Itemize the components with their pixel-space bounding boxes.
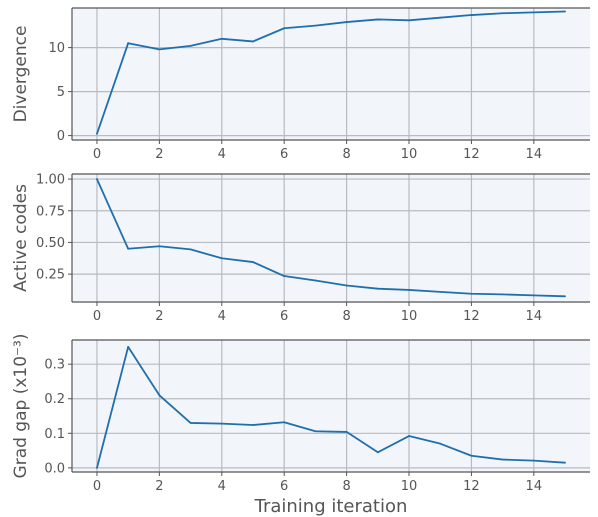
data-point (158, 394, 161, 397)
data-point (376, 287, 379, 290)
data-point (501, 458, 504, 461)
data-point (283, 27, 286, 30)
data-point (376, 18, 379, 21)
data-point (564, 461, 566, 464)
data-point (220, 422, 223, 425)
x-tick-label: 14 (526, 147, 543, 162)
x-tick-label: 2 (155, 309, 163, 324)
data-point (470, 14, 473, 16)
data-point (314, 279, 317, 282)
series-line (96, 10, 566, 135)
y-axis-label: Grad gap (x10⁻³) (11, 334, 31, 479)
data-point (158, 245, 161, 248)
y-tick-label: 0.25 (36, 268, 65, 283)
data-point (283, 421, 286, 424)
data-point (220, 37, 223, 40)
data-point (189, 44, 192, 47)
y-tick-label: 1.00 (36, 173, 65, 188)
x-tick-label: 0 (93, 147, 101, 162)
data-point (532, 11, 535, 14)
x-tick-label: 2 (155, 147, 163, 162)
data-point (189, 422, 192, 424)
x-axis-label: Training iteration (254, 496, 408, 517)
data-point (564, 295, 566, 298)
y-axis-label: Active codes (11, 184, 31, 292)
x-tick-label: 6 (280, 309, 288, 324)
x-tick-label: 10 (401, 147, 418, 162)
x-tick-label: 12 (463, 147, 480, 162)
data-point (439, 442, 442, 445)
x-tick-label: 6 (280, 147, 288, 162)
y-tick-label: 0.0 (44, 461, 65, 476)
subplot-1: 0 2 4 6 8 10 12 14 0 5 10 Divergence (11, 7, 590, 162)
data-point (314, 24, 317, 27)
x-tick-label: 0 (93, 309, 101, 324)
data-point (252, 40, 254, 43)
y-tick-label: 0.3 (44, 358, 65, 373)
data-point (127, 247, 130, 250)
y-tick-label: 0.75 (36, 204, 65, 219)
data-point (127, 42, 130, 45)
data-point (96, 466, 98, 469)
data-point (439, 16, 442, 19)
data-point (501, 12, 504, 15)
data-point (408, 19, 410, 22)
data-point (470, 454, 473, 457)
plot-area (72, 8, 590, 140)
x-tick-label: 10 (401, 479, 418, 494)
x-tick-label: 14 (526, 309, 543, 324)
y-tick-label: 5 (57, 85, 65, 100)
x-tick-label: 12 (463, 479, 480, 494)
data-point (314, 430, 317, 433)
data-point (532, 294, 535, 297)
y-tick-label: 10 (48, 41, 65, 56)
x-tick-label: 4 (218, 479, 226, 494)
data-point (283, 275, 286, 277)
data-point (158, 48, 161, 51)
data-point (532, 459, 535, 462)
subplot-3: 0 2 4 6 8 10 12 14 0.0 0.1 0.2 0.3 Grad gap (x10⁻³) T… (11, 334, 590, 517)
data-point (345, 284, 348, 287)
y-tick-label: 0.50 (36, 236, 65, 251)
series-line (96, 178, 566, 298)
data-point (470, 292, 473, 295)
y-tick-label: 0 (57, 129, 65, 144)
x-tick-label: 2 (155, 479, 163, 494)
data-point (564, 10, 566, 13)
x-tick-label: 14 (526, 479, 543, 494)
data-point (501, 293, 504, 296)
data-point (220, 257, 223, 260)
x-tick-label: 12 (463, 309, 480, 324)
data-point (127, 346, 130, 348)
x-tick-label: 8 (342, 147, 350, 162)
data-point (252, 424, 254, 426)
y-axis-label: Divergence (11, 26, 31, 123)
plot-area (72, 174, 590, 302)
data-point (376, 451, 379, 454)
x-tick-label: 6 (280, 479, 288, 494)
data-point (189, 248, 192, 251)
data-point (252, 261, 254, 263)
data-point (96, 178, 98, 180)
data-point (408, 435, 410, 437)
x-tick-label: 4 (218, 309, 226, 324)
series-line (96, 346, 566, 469)
x-tick-label: 4 (218, 147, 226, 162)
data-point (408, 289, 410, 291)
x-tick-label: 8 (342, 479, 350, 494)
data-point (345, 21, 348, 23)
plot-area (72, 340, 590, 472)
subplot-2: 0 2 4 6 8 10 12 14 0.25 0.50 0.75 1.00 Active codes (11, 173, 590, 324)
x-tick-label: 0 (93, 479, 101, 494)
x-tick-label: 10 (401, 309, 418, 324)
data-point (345, 431, 348, 433)
y-tick-label: 0.2 (44, 392, 65, 407)
x-tick-label: 8 (342, 309, 350, 324)
y-tick-label: 0.1 (44, 427, 65, 442)
data-point (96, 132, 98, 135)
data-point (439, 290, 442, 293)
